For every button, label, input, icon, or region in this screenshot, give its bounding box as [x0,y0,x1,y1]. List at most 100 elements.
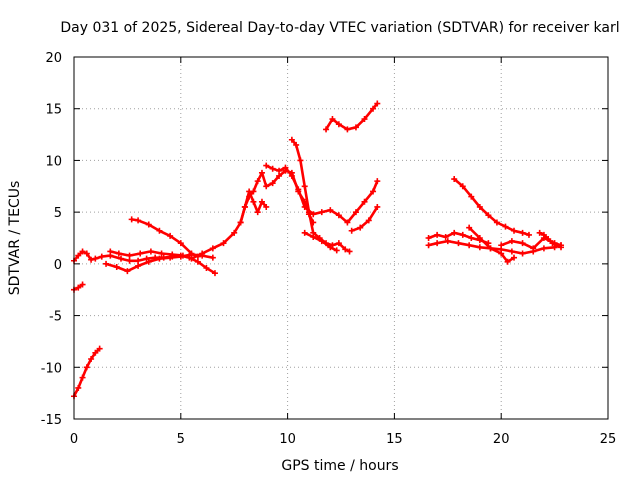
data-point [199,250,206,257]
y-tick-label: 15 [45,103,62,118]
data-point [434,240,441,247]
y-tick-label: -10 [41,361,62,376]
data-point [258,169,265,176]
data-point [361,198,368,205]
satellite-track-09 [263,162,381,226]
data-point [327,244,334,251]
data-point [98,253,105,260]
data-point [143,255,150,262]
data-point [558,244,565,251]
y-tick-label: -5 [49,310,62,325]
satellite-track-12 [323,100,381,133]
data-point [370,188,377,195]
data-point [370,105,377,112]
data-point [485,212,492,219]
data-point [357,224,364,231]
data-point [466,224,473,231]
data-point [254,178,261,185]
data-point [79,281,86,288]
data-point [167,254,174,261]
y-tick-label: 10 [45,154,62,169]
data-point [335,121,342,128]
data-point [135,262,142,269]
data-point [468,235,475,241]
data-point [344,219,351,226]
data-point [352,124,359,131]
data-point [124,268,131,275]
plot-frame [73,56,609,420]
series-line [324,102,379,131]
data-point [335,240,342,247]
data-point [269,180,276,187]
data-point [346,248,353,255]
data-point [455,240,462,247]
data-point [156,227,163,234]
data-point [137,250,144,257]
data-point [476,235,483,241]
data-point [103,260,110,267]
data-point [348,227,355,234]
data-point [540,245,547,252]
data-point [145,258,152,265]
data-point [344,126,351,133]
data-point [117,255,124,262]
data-point [466,242,473,249]
data-point [276,167,283,174]
data-point [258,198,265,205]
data-point [75,284,82,291]
x-tick-label: 5 [177,432,185,447]
data-point [442,233,449,240]
data-point [75,384,82,391]
x-axis-label: GPS time / hours [281,458,398,474]
data-point [79,374,86,381]
data-point [329,116,336,123]
satellite-track-10 [288,136,353,255]
series-line [467,226,516,264]
y-tick-label: 20 [45,51,62,66]
data-point [188,255,195,262]
x-tick-label: 10 [279,432,296,447]
data-point [92,349,99,356]
tick-labels: 0 5 10 15 20 25 -15 -10 -5 0 5 10 15 20 [41,51,617,447]
data-point [361,116,368,123]
data-point [301,203,308,210]
data-point [209,254,216,261]
data-point [318,238,325,245]
data-point [269,165,276,172]
data-point [282,164,289,171]
data-point [297,157,304,164]
series-line [130,218,200,258]
data-point [327,207,334,214]
series-line [452,177,531,237]
data-point [188,250,195,257]
data-point [158,250,165,257]
data-point [519,250,526,257]
data-point [147,248,154,255]
data-point [126,257,133,264]
data-point [511,254,518,261]
axis-ticks [73,56,609,420]
data-point [295,186,302,193]
data-point [451,229,458,236]
data-point [459,183,466,190]
data-point [476,244,483,251]
data-point [263,183,270,190]
satellite-track-11 [301,229,340,254]
data-point [241,203,248,210]
data-point [293,141,300,148]
data-point [493,219,500,226]
data-point [231,229,238,236]
y-tick-label: 0 [54,258,62,273]
satellite-track-06 [128,216,201,260]
data-point [549,240,556,247]
grid-lines [74,57,608,419]
x-tick-label: 25 [600,432,617,447]
data-point [459,231,466,238]
data-point [156,255,163,262]
data-point [498,250,505,257]
data-point [476,203,483,210]
data-point [540,231,547,238]
data-point [553,242,560,249]
data-point [530,245,537,252]
